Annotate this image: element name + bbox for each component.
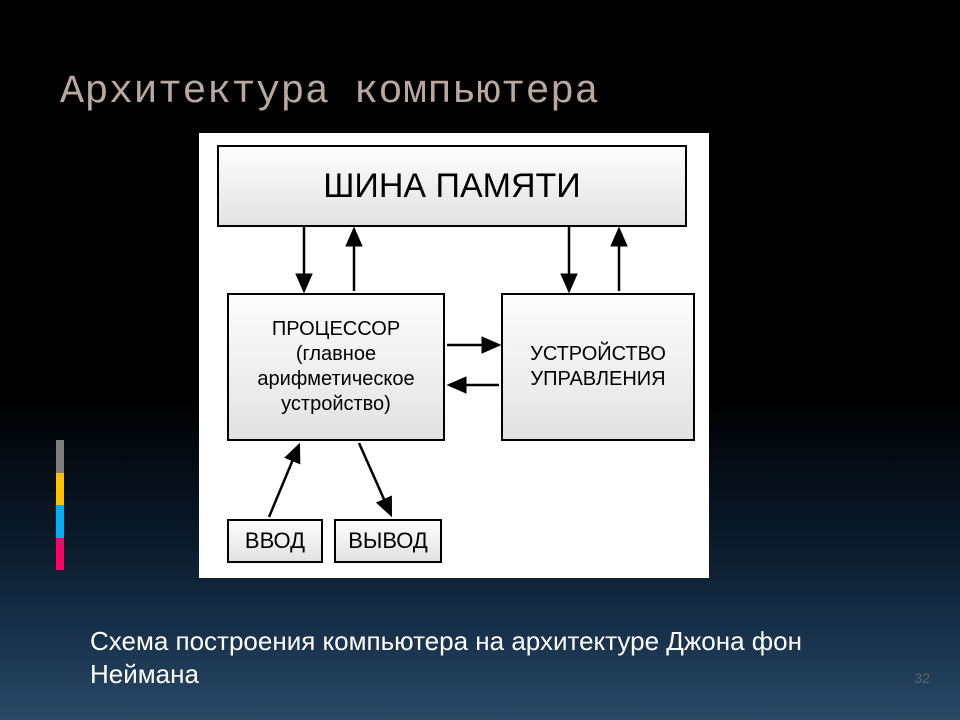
page-number: 32 bbox=[914, 670, 930, 686]
accent-stripe bbox=[56, 440, 64, 570]
node-memory-bus: ШИНА ПАМЯТИ bbox=[217, 145, 687, 227]
slide: Архитектура компьютера bbox=[0, 0, 960, 720]
slide-caption: Схема построения компьютера на архитекту… bbox=[90, 625, 900, 690]
node-output: ВЫВОД bbox=[334, 519, 442, 563]
node-input: ВВОД bbox=[227, 519, 323, 563]
node-label: ВВОД bbox=[245, 528, 305, 554]
node-label: УСТРОЙСТВОУПРАВЛЕНИЯ bbox=[530, 342, 666, 392]
architecture-diagram: ШИНА ПАМЯТИ ПРОЦЕССОР(главноеарифметичес… bbox=[199, 133, 709, 578]
accent-segment bbox=[56, 440, 64, 473]
node-control-unit: УСТРОЙСТВОУПРАВЛЕНИЯ bbox=[501, 293, 695, 441]
accent-segment bbox=[56, 505, 64, 538]
node-label: ВЫВОД bbox=[348, 528, 428, 554]
node-processor: ПРОЦЕССОР(главноеарифметическоеустройств… bbox=[227, 293, 445, 441]
node-label: ШИНА ПАМЯТИ bbox=[323, 167, 580, 206]
slide-title: Архитектура компьютера bbox=[60, 70, 599, 115]
accent-segment bbox=[56, 538, 64, 571]
node-label: ПРОЦЕССОР(главноеарифметическоеустройств… bbox=[257, 317, 414, 417]
accent-segment bbox=[56, 473, 64, 506]
